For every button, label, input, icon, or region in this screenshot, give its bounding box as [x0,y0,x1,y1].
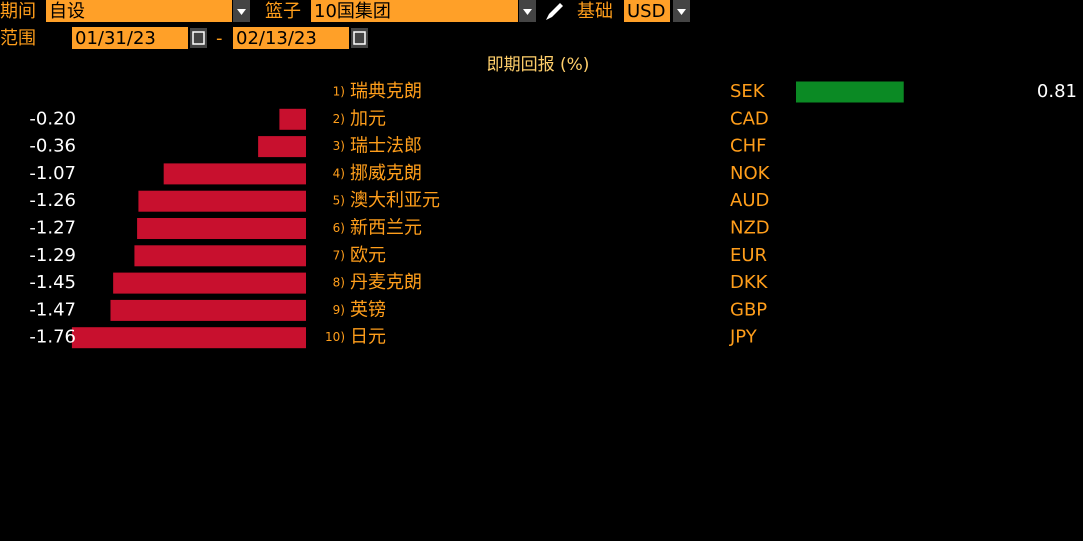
rank: 9) [333,303,345,317]
range-separator: - [216,28,223,49]
basket-value: 10国集团 [314,1,391,22]
currency-code: JPY [729,327,758,348]
dropdown-arrow [237,9,246,15]
calendar-icon [192,31,205,45]
rank: 3) [333,139,345,153]
rank: 5) [333,194,345,208]
category-label: 丹麦克朗 [350,272,422,293]
dropdown-arrow [523,9,532,15]
category-label: 新西兰元 [350,218,422,239]
rank: 8) [333,276,345,290]
chart-title: 即期回报 (%) [487,55,590,75]
currency-code: EUR [730,245,767,266]
start-date: 01/31/23 [75,28,156,49]
bar [796,81,904,103]
bar [137,218,306,239]
bar [71,327,306,349]
period-label: 期间 [0,1,36,22]
currency-code: NZD [730,218,770,239]
calendar-button[interactable] [190,28,207,48]
dropdown-arrow [677,9,686,15]
currency-code: SEK [730,81,766,102]
end-date: 02/13/23 [236,28,317,49]
category-label: 瑞典克朗 [350,81,422,102]
currency-code: CHF [730,136,766,157]
period-field[interactable] [46,0,232,22]
value-label: -1.07 [29,163,76,184]
currency-code: CAD [730,108,769,129]
basket-label: 篮子 [265,1,301,22]
period-value: 自设 [49,1,85,22]
category-label: 欧元 [350,245,386,266]
currency-code: AUD [730,190,769,211]
rank: 4) [333,166,345,180]
value-label: -1.29 [29,245,76,266]
bar [113,272,307,294]
value-label: -1.27 [29,218,76,239]
calendar-icon [353,31,366,45]
rank: 7) [333,248,345,262]
end-date-field[interactable] [233,27,349,49]
bar [258,136,306,158]
category-label: 澳大利亚元 [350,190,440,211]
rank: 10) [325,330,345,344]
currency-code: NOK [730,163,771,184]
value-label: -0.20 [29,108,76,129]
bar [163,163,306,185]
base-label: 基础 [577,1,613,22]
start-date-field[interactable] [72,27,188,49]
category-label: 瑞士法郎 [350,136,422,157]
basket-field[interactable] [311,0,518,22]
category-label: 日元 [350,327,386,348]
value-label: -1.76 [29,327,76,348]
currency-code: GBP [730,299,767,320]
base-field[interactable] [624,0,670,22]
category-label: 加元 [350,108,386,129]
bar [110,299,307,321]
range-label: 范围 [0,28,36,49]
bar [134,245,306,267]
bar [279,108,306,130]
value-label: -1.47 [29,299,76,320]
rank: 1) [333,85,345,99]
calendar-button[interactable] [351,28,368,48]
bar [138,190,306,212]
category-label: 挪威克朗 [350,163,422,184]
currency-code: DKK [730,272,769,293]
rank: 6) [333,221,345,235]
value-label: -1.26 [29,190,76,211]
edit-icon[interactable] [546,3,563,20]
value-label: 0.81 [1037,81,1077,102]
base-value: USD [627,1,665,22]
category-label: 英镑 [350,299,386,320]
value-label: -1.45 [29,272,76,293]
rank: 2) [333,112,345,126]
value-label: -0.36 [29,136,76,157]
